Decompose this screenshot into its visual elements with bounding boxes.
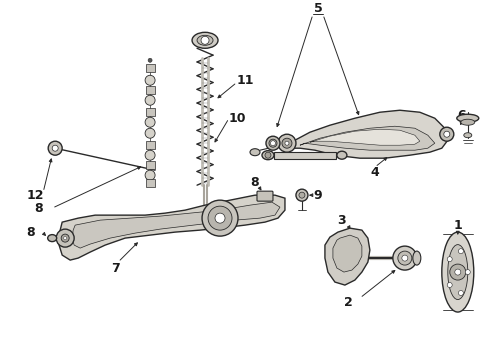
Ellipse shape: [48, 235, 57, 242]
Circle shape: [458, 249, 464, 254]
Circle shape: [296, 189, 308, 201]
FancyBboxPatch shape: [146, 141, 154, 149]
Circle shape: [282, 138, 292, 148]
Circle shape: [265, 152, 271, 158]
Circle shape: [440, 127, 454, 141]
Text: 11: 11: [236, 74, 254, 87]
Circle shape: [145, 75, 155, 85]
Ellipse shape: [442, 232, 474, 312]
Text: 9: 9: [314, 189, 322, 202]
Circle shape: [145, 117, 155, 127]
Circle shape: [201, 36, 209, 44]
Text: 8: 8: [251, 176, 259, 189]
Ellipse shape: [262, 151, 274, 160]
Circle shape: [48, 141, 62, 155]
Ellipse shape: [413, 251, 421, 265]
FancyBboxPatch shape: [274, 152, 336, 159]
Text: 12: 12: [26, 189, 44, 202]
Ellipse shape: [337, 151, 347, 159]
Circle shape: [145, 95, 155, 105]
Text: 2: 2: [343, 296, 352, 309]
Text: 7: 7: [111, 262, 120, 275]
Circle shape: [466, 270, 470, 275]
FancyBboxPatch shape: [146, 86, 154, 94]
Text: 4: 4: [370, 166, 379, 179]
FancyBboxPatch shape: [146, 161, 154, 169]
Ellipse shape: [269, 139, 277, 147]
Text: 8: 8: [34, 202, 43, 215]
Circle shape: [145, 170, 155, 180]
Circle shape: [299, 192, 305, 198]
Circle shape: [393, 246, 417, 270]
Ellipse shape: [250, 149, 260, 156]
FancyBboxPatch shape: [146, 108, 154, 116]
Circle shape: [215, 213, 225, 223]
Circle shape: [52, 145, 58, 151]
Polygon shape: [300, 126, 435, 150]
Circle shape: [145, 150, 155, 160]
FancyBboxPatch shape: [146, 179, 154, 187]
Circle shape: [450, 264, 466, 280]
Text: 5: 5: [314, 2, 322, 15]
Circle shape: [455, 269, 461, 275]
Text: 6: 6: [458, 109, 466, 122]
Polygon shape: [285, 110, 448, 158]
Circle shape: [285, 141, 289, 145]
Circle shape: [64, 237, 67, 240]
Polygon shape: [58, 195, 285, 260]
FancyBboxPatch shape: [257, 191, 273, 201]
Circle shape: [145, 128, 155, 138]
Text: 8: 8: [26, 226, 34, 239]
Circle shape: [56, 229, 74, 247]
Circle shape: [61, 234, 69, 242]
Text: 1: 1: [453, 219, 462, 231]
Circle shape: [447, 257, 452, 262]
Polygon shape: [310, 129, 420, 145]
Circle shape: [444, 131, 450, 137]
Polygon shape: [72, 202, 280, 248]
Ellipse shape: [464, 133, 472, 138]
Ellipse shape: [457, 114, 479, 122]
Circle shape: [208, 206, 232, 230]
Circle shape: [202, 200, 238, 236]
Circle shape: [398, 251, 412, 265]
Circle shape: [270, 141, 275, 146]
Circle shape: [447, 283, 452, 288]
Circle shape: [278, 134, 296, 152]
Circle shape: [458, 291, 464, 296]
Polygon shape: [325, 228, 370, 285]
Circle shape: [402, 255, 408, 261]
Ellipse shape: [197, 35, 213, 45]
Ellipse shape: [192, 32, 218, 48]
Polygon shape: [333, 235, 362, 272]
Ellipse shape: [448, 244, 468, 300]
Circle shape: [148, 58, 152, 62]
Text: 3: 3: [338, 213, 346, 227]
Ellipse shape: [461, 119, 475, 125]
FancyBboxPatch shape: [146, 64, 154, 72]
Ellipse shape: [266, 136, 280, 150]
Text: 10: 10: [228, 112, 246, 125]
